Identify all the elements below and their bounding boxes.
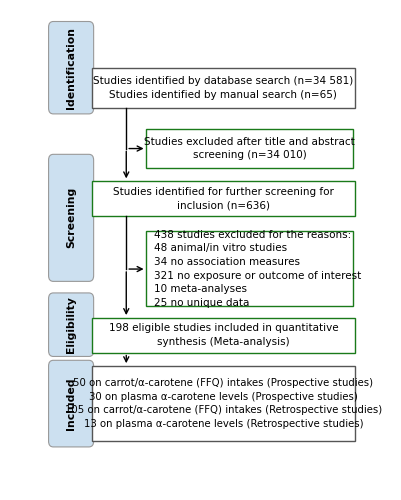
Text: 198 eligible studies included in quantitative
synthesis (Meta-analysis): 198 eligible studies included in quantit… (109, 324, 338, 347)
FancyBboxPatch shape (49, 154, 94, 282)
FancyBboxPatch shape (146, 232, 353, 306)
Text: Included: Included (66, 378, 76, 430)
Text: Studies identified for further screening for
inclusion (n=636): Studies identified for further screening… (113, 187, 334, 210)
FancyBboxPatch shape (92, 68, 355, 108)
FancyBboxPatch shape (92, 182, 355, 216)
Text: Screening: Screening (66, 187, 76, 248)
Text: Studies identified by database search (n=34 581)
Studies identified by manual se: Studies identified by database search (n… (93, 76, 354, 100)
FancyBboxPatch shape (92, 318, 355, 352)
Text: Eligibility: Eligibility (66, 296, 76, 353)
FancyBboxPatch shape (92, 366, 355, 441)
FancyBboxPatch shape (146, 130, 353, 168)
FancyBboxPatch shape (49, 293, 94, 356)
Text: 438 studies excluded for the reasons:
48 animal/in vitro studies
34 no associati: 438 studies excluded for the reasons: 48… (154, 230, 361, 308)
Text: Studies excluded after title and abstract
screening (n=34 010): Studies excluded after title and abstrac… (144, 136, 355, 160)
FancyBboxPatch shape (49, 22, 94, 114)
Text: Identification: Identification (66, 26, 76, 108)
FancyBboxPatch shape (49, 360, 94, 447)
Text: 50 on carrot/α-carotene (FFQ) intakes (Prospective studies)
30 on plasma α-carot: 50 on carrot/α-carotene (FFQ) intakes (P… (65, 378, 382, 429)
